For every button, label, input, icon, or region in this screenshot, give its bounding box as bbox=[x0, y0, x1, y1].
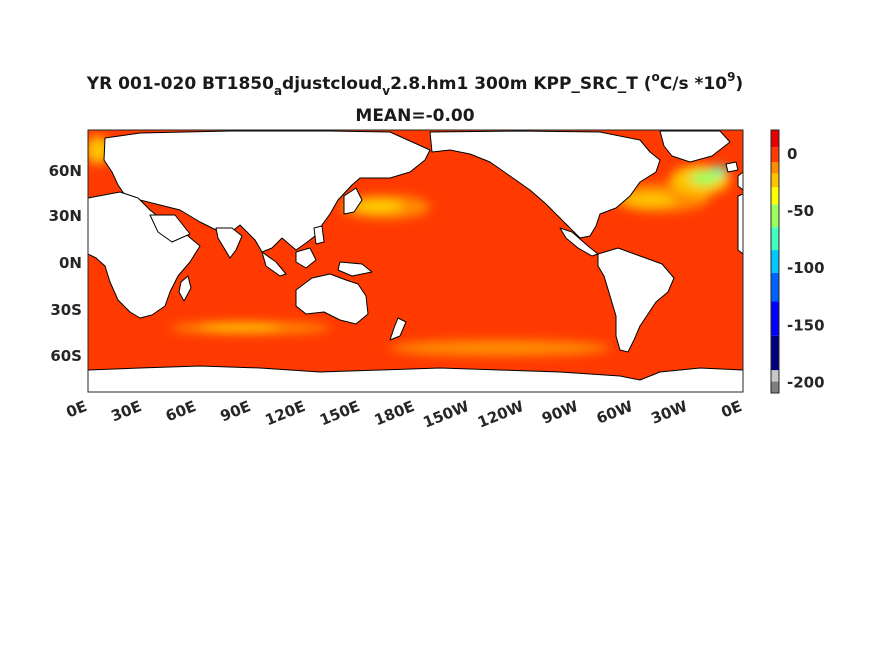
newguinea-land bbox=[337, 261, 373, 277]
colorbar-segment bbox=[771, 130, 779, 148]
iceland-land bbox=[725, 161, 739, 173]
lon-tick-label: 120W bbox=[475, 397, 527, 432]
greenland-land bbox=[659, 130, 731, 163]
north-america-land bbox=[429, 130, 661, 239]
colorbar-ticks: 0 -50 -100 -150 -200 bbox=[787, 145, 825, 392]
colorbar-tick-label: -100 bbox=[787, 259, 825, 277]
lon-tick-label: 30W bbox=[648, 397, 690, 428]
colorbar bbox=[770, 129, 780, 394]
colorbar-tick-label: -50 bbox=[787, 202, 814, 220]
japan-land bbox=[343, 187, 363, 215]
lon-tick-label: 30E bbox=[108, 397, 144, 425]
lat-tick-label: 30S bbox=[50, 301, 82, 319]
mean-label: MEAN=-0.00 bbox=[355, 106, 475, 126]
southern-pacific-patch bbox=[390, 340, 610, 356]
australia-land bbox=[295, 273, 369, 325]
kuroshio-core bbox=[353, 200, 403, 212]
philippines-land bbox=[313, 225, 325, 245]
borneo-land bbox=[295, 247, 317, 269]
lon-tick-label: 0E bbox=[64, 397, 90, 421]
colorbar-frame bbox=[770, 129, 780, 394]
land-masses bbox=[88, 130, 743, 392]
labrador-core bbox=[690, 171, 720, 185]
lat-tick-label: 60N bbox=[49, 162, 82, 180]
lon-tick-label: 90W bbox=[539, 397, 581, 428]
lat-tick-label: 30N bbox=[49, 207, 82, 225]
colorbar-tick-label: -150 bbox=[787, 316, 825, 334]
antarctica-land bbox=[88, 365, 743, 392]
colorbar-segment bbox=[771, 204, 779, 228]
sumatra-land bbox=[261, 251, 287, 277]
britain-land bbox=[737, 171, 743, 191]
lon-tick-label: 120E bbox=[263, 397, 308, 429]
map-panel bbox=[88, 130, 743, 392]
lon-tick-label: 90E bbox=[218, 397, 254, 425]
lon-tick-label: 0E bbox=[719, 397, 745, 421]
madagascar-land bbox=[178, 275, 192, 302]
africa-land bbox=[88, 191, 201, 319]
lat-tick-label: 60S bbox=[50, 347, 82, 365]
latitude-ticks: 60N 30N 0N 30S 60S bbox=[49, 162, 82, 365]
lon-tick-label: 60W bbox=[594, 397, 636, 428]
colorbar-segment bbox=[771, 173, 779, 188]
colorbar-segment bbox=[771, 335, 779, 371]
colorbar-segment bbox=[771, 301, 779, 336]
colorbar-segment bbox=[771, 187, 779, 205]
colorbar-segment bbox=[771, 370, 779, 382]
lat-tick-label: 0N bbox=[59, 254, 82, 272]
india-land bbox=[215, 227, 243, 259]
colorbar-tick-label: -200 bbox=[787, 374, 825, 392]
lon-tick-label: 150E bbox=[317, 397, 362, 429]
southern-indian-core bbox=[200, 323, 280, 331]
colorbar-segment bbox=[771, 162, 779, 174]
eurasia-land bbox=[103, 130, 431, 253]
colorbar-segment bbox=[771, 272, 779, 302]
colorbar-segment bbox=[771, 250, 779, 273]
south-america-land bbox=[597, 247, 675, 353]
labrador-center bbox=[712, 166, 728, 174]
lon-tick-label: 150W bbox=[420, 397, 472, 432]
colorbar-segment bbox=[771, 381, 779, 393]
central-america-land bbox=[559, 227, 599, 257]
map-title: YR 001-020 BT1850adjustcloudv2.8.hm1 300… bbox=[86, 70, 744, 98]
arabia-land bbox=[149, 214, 191, 243]
lon-tick-label: 180E bbox=[372, 397, 417, 429]
colorbar-segment bbox=[771, 227, 779, 251]
longitude-ticks: 0E 30E 60E 90E 120E 150E 180E 150W 120W 90W 60W 30W… bbox=[64, 397, 745, 432]
colorbar-segment bbox=[771, 147, 779, 163]
map-frame bbox=[87, 129, 744, 393]
colorbar-tick-label: 0 bbox=[787, 145, 797, 163]
east-africa-cutout bbox=[737, 193, 743, 255]
gulfstream-core bbox=[625, 193, 675, 207]
lon-tick-label: 60E bbox=[163, 397, 199, 425]
newzealand-land bbox=[389, 317, 407, 341]
